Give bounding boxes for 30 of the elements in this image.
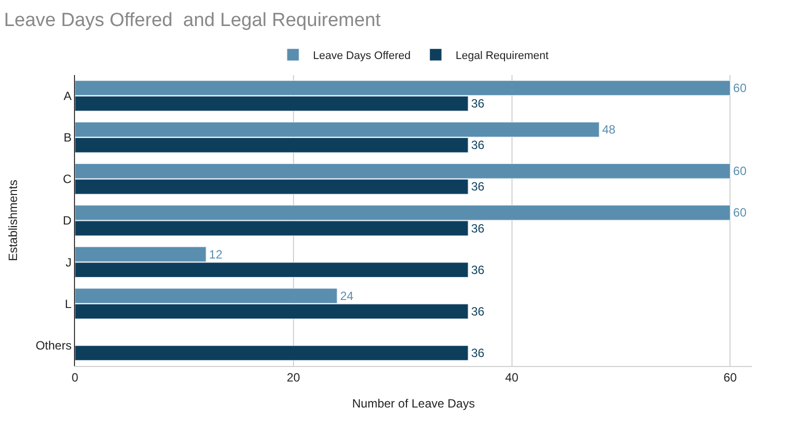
data-label: 36	[471, 96, 485, 111]
data-label: 36	[471, 346, 485, 360]
y-tick-label: C	[62, 172, 72, 186]
data-label: 36	[471, 262, 485, 277]
data-label: 36	[471, 304, 485, 318]
data-label: 36	[471, 180, 485, 194]
data-label: 48	[602, 122, 616, 137]
y-tick-label: J	[66, 255, 72, 270]
y-axis-title: Establishments	[6, 180, 20, 262]
data-label: 60	[733, 206, 747, 220]
chart-title: Leave Days Offered and Legal Requirement	[4, 10, 382, 31]
legend-label: Legal Requirement	[456, 50, 549, 62]
x-tick-label: 0	[72, 370, 79, 384]
data-label: 12	[209, 247, 223, 262]
x-tick-label: 60	[723, 370, 738, 384]
y-tick-label: Others	[36, 338, 72, 352]
data-label: 36	[471, 221, 485, 236]
data-label: 60	[733, 164, 747, 178]
data-label: 24	[340, 288, 354, 303]
x-tick-label: 20	[286, 370, 300, 384]
y-tick-label: L	[64, 296, 72, 311]
x-tick-label: 40	[505, 370, 519, 384]
bar	[75, 345, 468, 361]
y-tick-label: A	[64, 88, 72, 103]
y-tick-label: D	[62, 214, 72, 228]
data-label: 60	[733, 80, 747, 95]
x-axis-title: Number of Leave Days	[352, 396, 475, 410]
data-label: 36	[471, 138, 485, 152]
y-tick-label: B	[64, 130, 72, 145]
legend-label: Leave Days Offered	[313, 50, 411, 62]
